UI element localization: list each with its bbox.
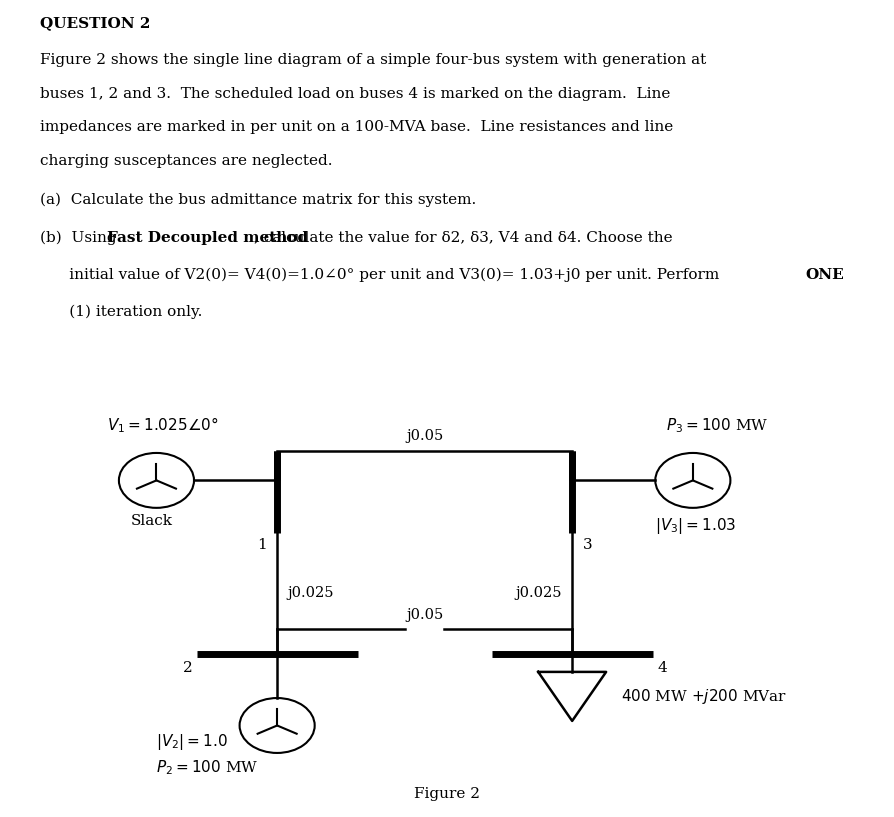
Text: 4: 4: [657, 662, 667, 676]
Text: (b)  Using: (b) Using: [40, 230, 122, 245]
Text: j0.025: j0.025: [288, 586, 334, 600]
Text: 1: 1: [257, 538, 266, 552]
Text: (a)  Calculate the bus admittance matrix for this system.: (a) Calculate the bus admittance matrix …: [40, 192, 477, 207]
Text: $|V_3| = 1.03$: $|V_3| = 1.03$: [655, 516, 737, 536]
Text: j0.05: j0.05: [406, 429, 443, 443]
Text: ONE: ONE: [805, 268, 844, 282]
Text: impedances are marked in per unit on a 100-MVA base.  Line resistances and line: impedances are marked in per unit on a 1…: [40, 120, 673, 134]
Text: initial value of V2(0)= V4(0)=1.0∠0° per unit and V3(0)= 1.03+j0 per unit. Perfo: initial value of V2(0)= V4(0)=1.0∠0° per…: [40, 268, 724, 282]
Text: Figure 2: Figure 2: [414, 787, 480, 801]
Text: (1) iteration only.: (1) iteration only.: [40, 305, 203, 319]
Text: Fast Decoupled method: Fast Decoupled method: [107, 230, 308, 245]
Text: $400$ MW $+ j200$ MVar: $400$ MW $+ j200$ MVar: [621, 687, 788, 706]
Text: 3: 3: [583, 538, 593, 552]
Text: $P_2 = 100$ MW: $P_2 = 100$ MW: [156, 759, 258, 777]
Text: Slack: Slack: [131, 515, 173, 529]
Text: charging susceptances are neglected.: charging susceptances are neglected.: [40, 154, 333, 167]
Text: QUESTION 2: QUESTION 2: [40, 16, 150, 30]
Text: $|V_2| = 1.0$: $|V_2| = 1.0$: [156, 732, 228, 752]
Text: buses 1, 2 and 3.  The scheduled load on buses 4 is marked on the diagram.  Line: buses 1, 2 and 3. The scheduled load on …: [40, 87, 670, 100]
Text: 2: 2: [182, 662, 192, 676]
Text: j0.05: j0.05: [406, 608, 443, 623]
Text: $P_3 = 100$ MW: $P_3 = 100$ MW: [666, 416, 768, 435]
Text: j0.025: j0.025: [515, 586, 561, 600]
Text: , calculate the value for δ2, δ3, V4 and δ4. Choose the: , calculate the value for δ2, δ3, V4 and…: [254, 230, 673, 245]
Text: Figure 2 shows the single line diagram of a simple four-bus system with generati: Figure 2 shows the single line diagram o…: [40, 53, 706, 67]
Text: $V_1 = 1.025\angle0°$: $V_1 = 1.025\angle0°$: [107, 415, 219, 435]
